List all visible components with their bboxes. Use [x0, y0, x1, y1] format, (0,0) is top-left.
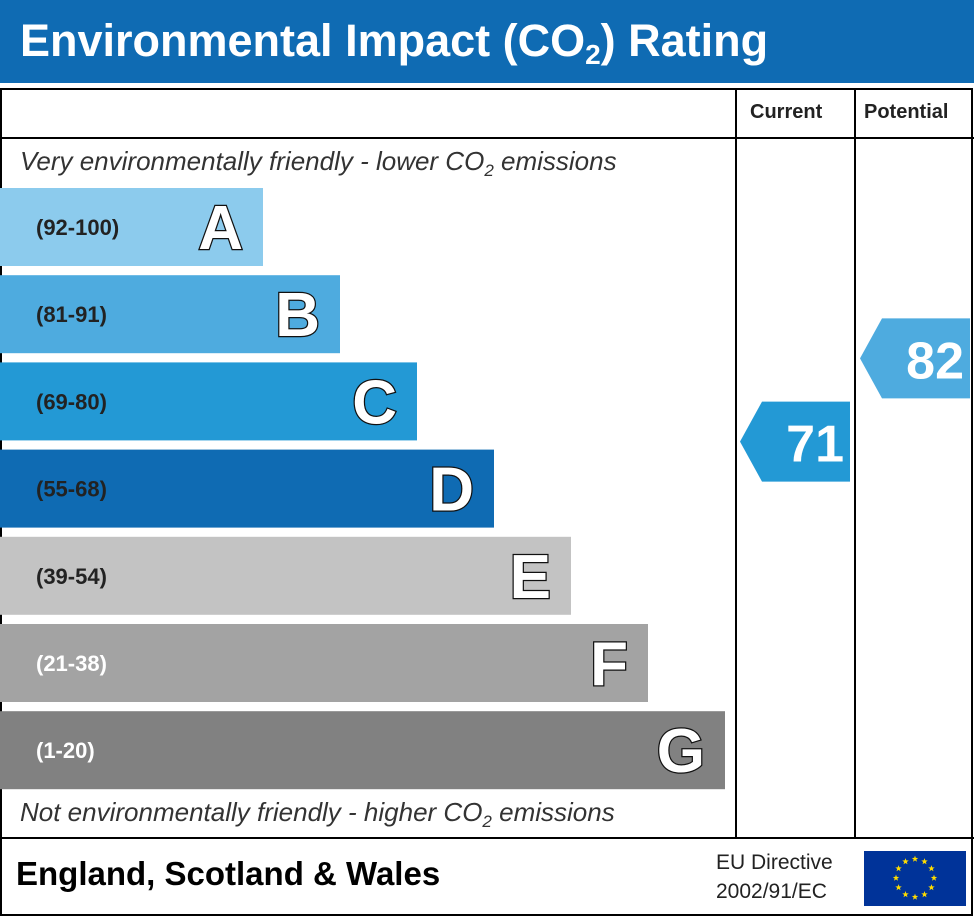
- eu-star: [902, 891, 909, 898]
- eu-star: [911, 855, 919, 862]
- eu-directive-line1: EU Directive: [716, 851, 833, 874]
- top-note: Very environmentally friendly - lower CO…: [20, 146, 617, 180]
- eu-star: [928, 865, 935, 872]
- eu-star: [892, 874, 900, 881]
- rating-chart-svg: (92-100) A (81-91) B (69-80) C (55-68) D (39-54)…: [0, 88, 974, 916]
- band-bar-e: [0, 536, 571, 615]
- band-bar-g: [0, 711, 725, 790]
- band-letter-a: A: [198, 194, 243, 263]
- eu-star: [921, 858, 928, 865]
- band-letter-g: G: [657, 717, 705, 786]
- band-letter-f: F: [590, 630, 628, 699]
- band-range-c: (69-80): [36, 389, 107, 414]
- current-rating-value: 71: [786, 416, 844, 474]
- eu-stars-icon: [892, 855, 938, 900]
- band-bar-a: [0, 188, 263, 266]
- header-bar: Environmental Impact (CO2) Rating: [0, 0, 974, 83]
- band-bar-d: [0, 449, 494, 528]
- band-bar-f: [0, 624, 648, 702]
- band-range-g: (1-20): [36, 738, 95, 763]
- rating-chart: (92-100) A (81-91) B (69-80) C (55-68) D (39-54)…: [0, 88, 974, 917]
- band-letter-c: C: [352, 368, 397, 437]
- band-range-b: (81-91): [36, 302, 107, 327]
- region-label: England, Scotland & Wales: [16, 855, 441, 892]
- eu-star: [911, 893, 919, 900]
- current-rating-arrow: [740, 401, 850, 482]
- band-range-e: (39-54): [36, 564, 107, 589]
- potential-rating-value: 82: [906, 332, 964, 390]
- eu-star: [895, 865, 902, 872]
- eu-star: [930, 874, 938, 881]
- eu-directive-line2: 2002/91/EC: [716, 880, 827, 903]
- band-bar-b: [0, 275, 340, 354]
- bottom-note: Not environmentally friendly - higher CO…: [20, 797, 615, 831]
- eu-star: [921, 891, 928, 898]
- potential-column-header: Potential: [864, 101, 949, 123]
- band-range-a: (92-100): [36, 215, 119, 240]
- potential-rating-arrow: [860, 318, 970, 399]
- current-column-header: Current: [750, 101, 823, 123]
- band-bar-c: [0, 362, 417, 441]
- band-letter-e: E: [510, 543, 551, 612]
- eu-directive-label: EU Directive 2002/91/EC: [716, 848, 833, 906]
- eu-star: [902, 858, 909, 865]
- chart-title: Environmental Impact (CO2) Rating: [20, 15, 769, 70]
- eu-star: [895, 884, 902, 891]
- band-range-f: (21-38): [36, 651, 107, 676]
- band-letter-b: B: [275, 281, 320, 350]
- eu-star: [928, 884, 935, 891]
- band-letter-d: D: [429, 456, 474, 525]
- band-range-d: (55-68): [36, 477, 107, 502]
